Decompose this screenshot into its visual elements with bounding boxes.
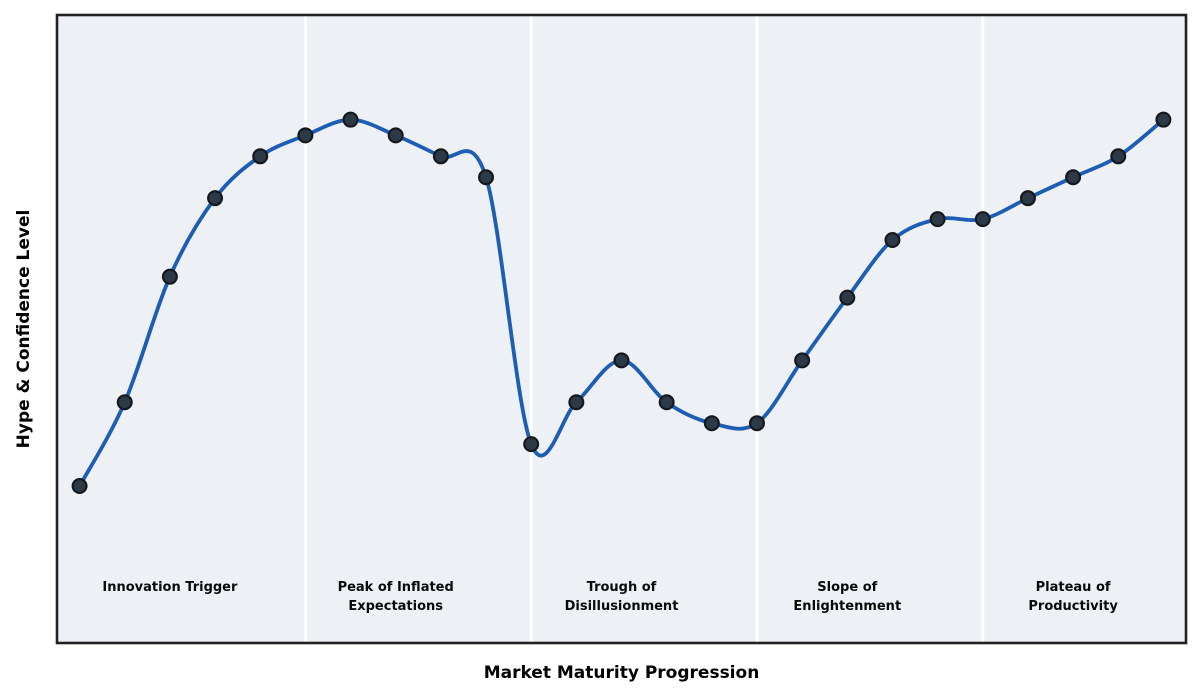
plot-area <box>57 15 1186 643</box>
data-point-marker <box>748 415 765 432</box>
data-point-marker <box>658 394 675 411</box>
phase-label-line: Disillusionment <box>564 598 679 614</box>
data-point-marker <box>432 148 449 165</box>
phase-label: Plateau of Productivity <box>1028 579 1117 616</box>
data-point-marker <box>116 394 133 411</box>
data-point-marker <box>1019 190 1036 207</box>
phase-label-line: Peak of Inflated <box>337 580 454 595</box>
phase-label-line: Productivity <box>1028 598 1118 614</box>
data-point-marker <box>297 127 314 144</box>
data-point-marker <box>613 352 630 369</box>
phase-label: Slope of Enlightenment <box>793 579 901 616</box>
y-axis-label: Hype & Confidence Level <box>14 209 34 449</box>
phase-label-line: Enlightenment <box>793 598 902 614</box>
data-point-marker <box>252 148 269 165</box>
phase-label-line: Plateau of <box>1035 580 1111 595</box>
data-point-marker <box>478 169 495 186</box>
phase-label-line: Expectations <box>348 598 444 614</box>
data-point-marker <box>1110 148 1127 165</box>
phase-label: Trough of Disillusionment <box>565 579 679 616</box>
data-point-marker <box>342 111 359 128</box>
data-point-marker <box>1155 111 1172 128</box>
plot-border <box>55 13 1188 645</box>
data-point-marker <box>884 232 901 249</box>
data-point-marker <box>207 190 224 207</box>
data-point-marker <box>839 289 856 306</box>
phase-label-line: Trough of <box>586 580 657 595</box>
data-point-marker <box>387 127 404 144</box>
data-point-marker <box>1065 169 1082 186</box>
data-point-marker <box>794 352 811 369</box>
x-axis-label: Market Maturity Progression <box>483 663 760 683</box>
phase-label: Peak of Inflated Expectations <box>338 579 454 616</box>
data-point-marker <box>71 478 88 495</box>
data-point-marker <box>161 268 178 285</box>
data-point-marker <box>523 436 540 453</box>
phase-label-line: Innovation Trigger <box>102 580 238 595</box>
data-point-marker <box>974 211 991 228</box>
data-point-marker <box>703 415 720 432</box>
phase-label: Innovation Trigger <box>102 579 237 598</box>
phase-label-line: Slope of <box>817 580 878 595</box>
data-point-marker <box>929 211 946 228</box>
data-point-marker <box>568 394 585 411</box>
